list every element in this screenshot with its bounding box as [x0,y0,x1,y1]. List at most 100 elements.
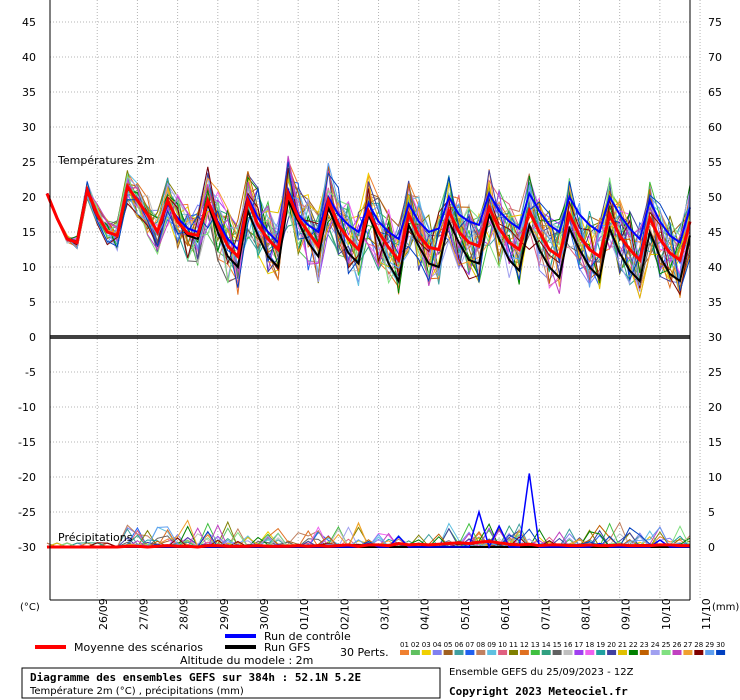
legend-pert-swatch-26 [672,650,682,655]
left-tick-label: 20 [22,191,36,204]
legend-pert-swatch-08 [476,650,486,655]
legend-pert-swatch-09 [487,650,497,655]
legend-pert-id: 20 [607,641,616,649]
right-tick-label: 50 [708,191,722,204]
legend-pert-id: 12 [520,641,529,649]
date-label: 06/10 [499,598,512,630]
legend-pert-id: 10 [498,641,507,649]
legend-pert-swatch-06 [454,650,464,655]
legend-pert-id: 11 [509,641,518,649]
right-tick-label: 65 [708,86,722,99]
legend-pert-swatch-25 [661,650,671,655]
left-tick-label: 25 [22,156,36,169]
legend-pert-id: 07 [465,641,474,649]
left-tick-label: -30 [18,541,36,554]
left-tick-label: -25 [18,506,36,519]
date-label: 10/10 [660,598,673,630]
legend-pert-id: 26 [673,641,682,649]
legend-pert-swatch-18 [585,650,595,655]
date-label: 01/10 [298,598,311,630]
legend-pert-swatch-11 [509,650,518,655]
main-series [45,182,692,550]
date-label: 04/10 [419,598,432,630]
legend-control-label: Run de contrôle [264,630,351,643]
left-tick-label: -5 [25,366,36,379]
legend-pert-swatch-27 [683,650,693,655]
left-unit-label: (°C) [20,602,40,613]
right-tick-label: 30 [708,331,722,344]
left-tick-label: -15 [18,436,36,449]
legend-pert-id: 09 [487,641,496,649]
right-unit-label: (mm) [712,602,739,613]
legend-pert-swatch-10 [498,650,508,655]
right-tick-label: 10 [708,471,722,484]
legend-pert-id: 30 [716,641,725,649]
legend-pert-id: 27 [683,641,692,649]
date-label: 29/09 [218,598,231,630]
legend-pert-swatch-13 [530,650,540,655]
grid-lines [50,0,701,600]
mean-precip-line [47,539,690,549]
right-tick-label: 0 [708,541,715,554]
legend-pert-id: 13 [531,641,540,649]
legend-pert-id: 08 [476,641,485,649]
date-label: 07/10 [539,598,552,630]
left-tick-label: -20 [18,471,36,484]
pert-temp-line-26 [46,155,691,294]
legend-pert-swatch-16 [563,650,573,655]
legend-pert-id: 21 [618,641,627,649]
legend-pert-swatch-28 [694,650,704,655]
legend-pert-id: 29 [705,641,714,649]
legend-pert-swatch-20 [607,650,617,655]
right-tick-label: 45 [708,226,722,239]
legend-pert-id: 22 [629,641,638,649]
right-tick-label: 40 [708,261,722,274]
legend-pert-id: 28 [694,641,703,649]
date-label: 09/10 [620,598,633,630]
date-label: 27/09 [137,598,150,630]
left-tick-label: 0 [29,331,36,344]
legend-mean-label: Moyenne des scénarios [74,641,203,654]
left-tick-label: 35 [22,86,36,99]
legend-pert-id: 24 [651,641,660,649]
date-label: 03/10 [379,598,392,630]
date-label: 26/09 [97,598,110,630]
altitude-label: Altitude du modele : 2m [180,654,313,667]
legend-pert-id: 05 [444,641,453,649]
date-label: 28/09 [178,598,191,630]
date-label: 11/10 [700,598,713,630]
right-tick-label: 75 [708,16,722,29]
legend-pert-swatch-23 [639,650,649,655]
right-tick-label: 60 [708,121,722,134]
legend-perts-label: 30 Perts. [340,646,389,659]
right-tick-label: 35 [708,296,722,309]
left-tick-label: 15 [22,226,36,239]
legend-pert-swatch-07 [465,650,475,655]
date-label: 08/10 [579,598,592,630]
legend-pert-swatch-03 [421,650,431,655]
legend-pert-swatch-22 [628,650,638,655]
left-tick-label: 30 [22,121,36,134]
legend-pert-swatch-05 [443,650,453,655]
legend-pert-id: 17 [574,641,583,649]
date-label: 02/10 [338,598,351,630]
legend-gfs-label: Run GFS [264,641,310,654]
right-tick-label: 5 [708,506,715,519]
legend-pert-id: 25 [662,641,671,649]
left-tick-label: 5 [29,296,36,309]
legend-pert-id: 01 [400,641,409,649]
left-tick-label: -10 [18,401,36,414]
legend-pert-id: 02 [411,641,420,649]
pert-temp-line-04 [46,172,691,292]
title-box [21,667,441,699]
legend-pert-swatch-29 [705,650,715,655]
legend-pert-id: 16 [564,641,573,649]
temperature-panel-label: Températures 2m [57,154,155,167]
copyright-label: Copyright 2023 Meteociel.fr [449,685,628,698]
left-tick-label: 45 [22,16,36,29]
legend-pert-id: 23 [640,641,649,649]
left-tick-label: 10 [22,261,36,274]
precip-panel-label: Précipitations [58,531,133,544]
ensemble-run-label: Ensemble GEFS du 25/09/2023 - 12Z [449,667,634,678]
